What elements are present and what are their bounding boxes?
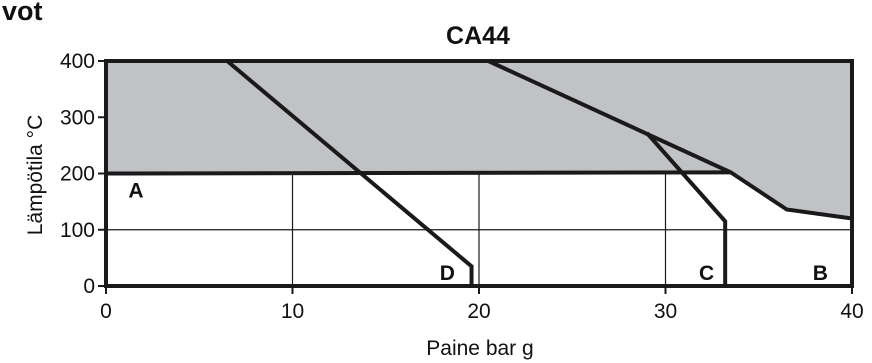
y-axis-title: Lämpötila °C	[24, 115, 47, 235]
grid-lines	[106, 173, 852, 286]
y-tick-label: 100	[60, 219, 95, 242]
x-tick-label: 30	[654, 300, 677, 323]
region-a-boundary	[105, 170, 731, 176]
y-tick-label: 0	[83, 275, 95, 298]
region-labels: A B C D	[128, 179, 828, 285]
series-line-d	[225, 59, 474, 286]
corner-text: vot	[2, 0, 43, 26]
x-tick-label: 10	[281, 300, 304, 323]
series-label-d: D	[440, 262, 455, 285]
x-tick-label: 40	[840, 300, 863, 323]
shaded-region	[106, 61, 852, 219]
y-tick-label: 300	[60, 106, 95, 129]
series-line-b	[487, 59, 853, 221]
series-line-c	[645, 131, 728, 286]
x-axis-title: Paine bar g	[426, 337, 533, 360]
y-tick-label: 400	[60, 50, 95, 73]
region-label-a: A	[128, 179, 143, 202]
x-tick-label: 20	[467, 300, 490, 323]
x-tick-label: 0	[100, 300, 112, 323]
chart-title: CA44	[446, 22, 510, 50]
series-label-b: B	[813, 262, 828, 285]
series-lines	[105, 59, 853, 286]
series-label-c: C	[699, 262, 714, 285]
y-tick-label: 200	[60, 163, 95, 186]
